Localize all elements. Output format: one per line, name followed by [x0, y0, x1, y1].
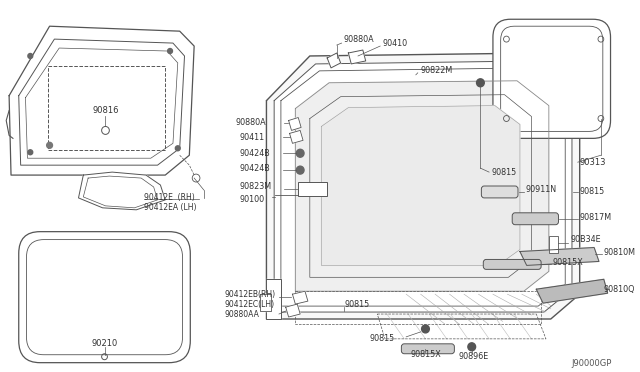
Text: 90817M: 90817M — [580, 213, 612, 222]
FancyBboxPatch shape — [493, 19, 611, 138]
Text: 90424B: 90424B — [239, 164, 270, 173]
Bar — [298, 182, 327, 196]
Text: 90412EB(RH): 90412EB(RH) — [225, 290, 276, 299]
Circle shape — [468, 343, 476, 351]
Circle shape — [47, 142, 52, 148]
Text: 90880A: 90880A — [344, 35, 374, 44]
Polygon shape — [266, 279, 281, 319]
FancyBboxPatch shape — [481, 186, 518, 198]
Text: 90880A: 90880A — [236, 118, 266, 127]
Polygon shape — [79, 172, 165, 210]
Text: 90880AA: 90880AA — [225, 310, 260, 318]
Text: 90816: 90816 — [92, 106, 119, 115]
Polygon shape — [260, 294, 271, 311]
Polygon shape — [327, 53, 340, 68]
Text: 90815: 90815 — [369, 334, 395, 343]
Text: 90911N: 90911N — [525, 186, 557, 195]
FancyBboxPatch shape — [26, 240, 182, 355]
Text: J90000GP: J90000GP — [571, 359, 611, 368]
Text: 90810Q: 90810Q — [604, 285, 636, 294]
Text: 90815: 90815 — [344, 299, 370, 309]
Circle shape — [422, 325, 429, 333]
Polygon shape — [26, 48, 178, 158]
Text: 90410: 90410 — [382, 39, 407, 48]
Text: 90210: 90210 — [92, 339, 118, 348]
FancyBboxPatch shape — [483, 259, 541, 269]
Text: 90412EA (LH): 90412EA (LH) — [144, 203, 196, 212]
Polygon shape — [321, 106, 520, 265]
Circle shape — [28, 150, 33, 155]
Polygon shape — [19, 39, 184, 165]
Circle shape — [477, 79, 484, 87]
Polygon shape — [295, 81, 549, 291]
Polygon shape — [520, 247, 599, 265]
Text: 90815X: 90815X — [553, 258, 584, 267]
Text: 90B34E: 90B34E — [570, 235, 601, 244]
Text: 90810M: 90810M — [604, 248, 636, 257]
Polygon shape — [281, 68, 565, 306]
Text: 90412EC(LH): 90412EC(LH) — [225, 299, 275, 309]
Polygon shape — [9, 26, 194, 175]
Polygon shape — [285, 304, 300, 317]
FancyBboxPatch shape — [500, 26, 603, 131]
Circle shape — [175, 146, 180, 151]
FancyBboxPatch shape — [19, 232, 190, 363]
Text: 90896E: 90896E — [458, 352, 489, 361]
Text: 90815: 90815 — [580, 187, 605, 196]
Text: 90313: 90313 — [580, 158, 606, 167]
Text: 90822M: 90822M — [420, 66, 453, 76]
Text: 90823M: 90823M — [239, 182, 271, 190]
Text: 90815: 90815 — [491, 168, 516, 177]
Text: 90411: 90411 — [239, 133, 264, 142]
Circle shape — [168, 48, 172, 54]
Text: 90815X: 90815X — [410, 350, 441, 359]
Polygon shape — [292, 291, 308, 304]
FancyBboxPatch shape — [512, 213, 559, 225]
FancyBboxPatch shape — [401, 344, 454, 354]
Polygon shape — [266, 53, 580, 319]
Polygon shape — [536, 279, 607, 303]
Text: 90100: 90100 — [239, 195, 264, 204]
Text: 90412E  (RH): 90412E (RH) — [144, 193, 195, 202]
Circle shape — [296, 166, 304, 174]
Text: 90424B: 90424B — [239, 149, 270, 158]
Circle shape — [296, 149, 304, 157]
Polygon shape — [310, 95, 531, 277]
Bar — [549, 235, 559, 253]
Polygon shape — [289, 131, 303, 143]
Polygon shape — [289, 118, 301, 131]
Polygon shape — [274, 61, 572, 312]
Circle shape — [28, 54, 33, 58]
Polygon shape — [348, 50, 365, 64]
